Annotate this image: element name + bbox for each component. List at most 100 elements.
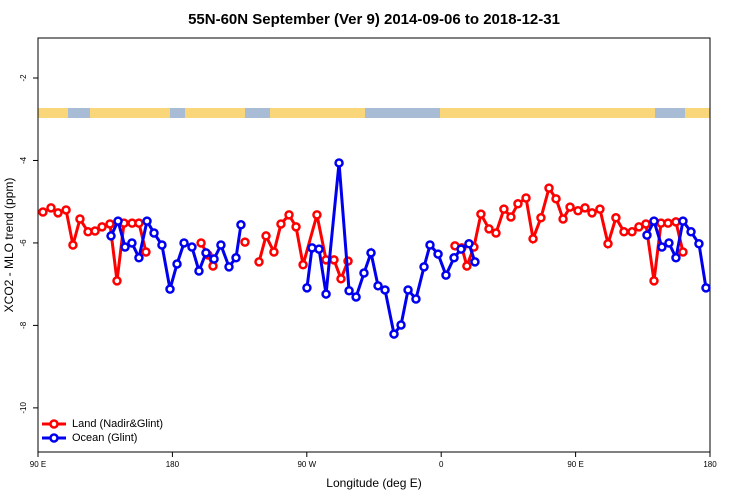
x-tick-label: 90 E: [30, 460, 46, 469]
series-line: [109, 162, 708, 338]
data-point: [441, 270, 451, 280]
data-point: [619, 227, 629, 237]
land-patch: [270, 108, 365, 118]
y-tick-label: -4: [19, 156, 28, 164]
data-point: [611, 213, 621, 223]
data-point: [302, 283, 312, 293]
land-patch: [185, 108, 245, 118]
data-point: [627, 227, 637, 237]
data-point: [38, 207, 48, 217]
data-point: [373, 281, 383, 291]
data-point: [403, 285, 413, 295]
x-tick-label: 180: [166, 460, 180, 469]
data-point: [411, 294, 421, 304]
data-point: [141, 247, 151, 257]
data-point: [701, 283, 711, 293]
data-point: [565, 202, 575, 212]
data-point: [587, 208, 597, 218]
data-point: [470, 257, 480, 267]
data-point: [149, 228, 159, 238]
data-point: [642, 230, 652, 240]
data-point: [187, 242, 197, 252]
data-point: [209, 254, 219, 264]
data-point: [113, 216, 123, 226]
data-point: [336, 274, 346, 284]
data-point: [551, 194, 561, 204]
plot-frame: [37, 37, 711, 453]
x-axis-label: Longitude (deg E): [326, 476, 421, 490]
land-patch: [440, 108, 655, 118]
data-point: [134, 218, 144, 228]
data-point: [641, 219, 651, 229]
data-point: [351, 292, 361, 302]
data-point: [172, 259, 182, 269]
y-tick-label: -2: [19, 74, 28, 82]
data-point: [236, 220, 246, 230]
chart-title: 55N-60N September (Ver 9) 2014-09-06 to …: [188, 11, 560, 28]
data-point: [359, 268, 369, 278]
data-point: [75, 214, 85, 224]
data-point: [686, 227, 696, 237]
data-point: [254, 257, 264, 267]
data-point: [179, 238, 189, 248]
data-point: [558, 214, 568, 224]
data-point: [97, 222, 107, 232]
data-point: [291, 222, 301, 232]
data-point: [528, 234, 538, 244]
legend-marker: [49, 433, 59, 443]
data-point: [142, 216, 152, 226]
data-point: [269, 247, 279, 257]
land-strip: [38, 108, 710, 118]
data-point: [678, 216, 688, 226]
data-point: [68, 240, 78, 250]
data-point: [334, 158, 344, 168]
data-point: [499, 204, 509, 214]
series-line: [42, 184, 685, 284]
data-point: [312, 210, 322, 220]
data-point: [366, 248, 376, 258]
data-point: [649, 216, 659, 226]
data-point: [580, 203, 590, 213]
data-point: [649, 276, 659, 286]
data-point: [389, 329, 399, 339]
data-point: [513, 199, 523, 209]
data-point: [157, 240, 167, 250]
data-point: [663, 218, 673, 228]
x-tick-label: 90 W: [297, 460, 316, 469]
data-point: [671, 253, 681, 263]
data-point: [196, 238, 206, 248]
data-point: [694, 239, 704, 249]
data-point: [449, 253, 459, 263]
data-point: [344, 286, 354, 296]
data-point: [231, 253, 241, 263]
data-point: [194, 266, 204, 276]
data-point: [276, 219, 286, 229]
data-point: [544, 183, 554, 193]
data-point: [396, 320, 406, 330]
x-tick-label: 180: [703, 460, 717, 469]
data-point: [120, 242, 130, 252]
data-point: [46, 203, 56, 213]
data-point: [314, 244, 324, 254]
y-axis-label: XCO2 - MLO trend (ppm): [2, 178, 16, 313]
x-tick-label: 90 E: [567, 460, 583, 469]
data-point: [240, 237, 250, 247]
data-point: [53, 208, 63, 218]
data-point: [603, 239, 613, 249]
data-point: [657, 242, 667, 252]
ocean-strip: [38, 108, 710, 118]
x-tick-label: 0: [439, 460, 444, 469]
data-point: [595, 204, 605, 214]
legend-marker: [49, 419, 59, 429]
land-patch: [90, 108, 170, 118]
data-point: [61, 205, 71, 215]
data-point: [425, 240, 435, 250]
data-point: [165, 284, 175, 294]
data-point: [678, 247, 688, 257]
legend-label: Land (Nadir&Glint): [72, 418, 163, 430]
data-point: [464, 239, 474, 249]
data-point: [476, 209, 486, 219]
data-point: [201, 248, 211, 258]
data-point: [664, 238, 674, 248]
